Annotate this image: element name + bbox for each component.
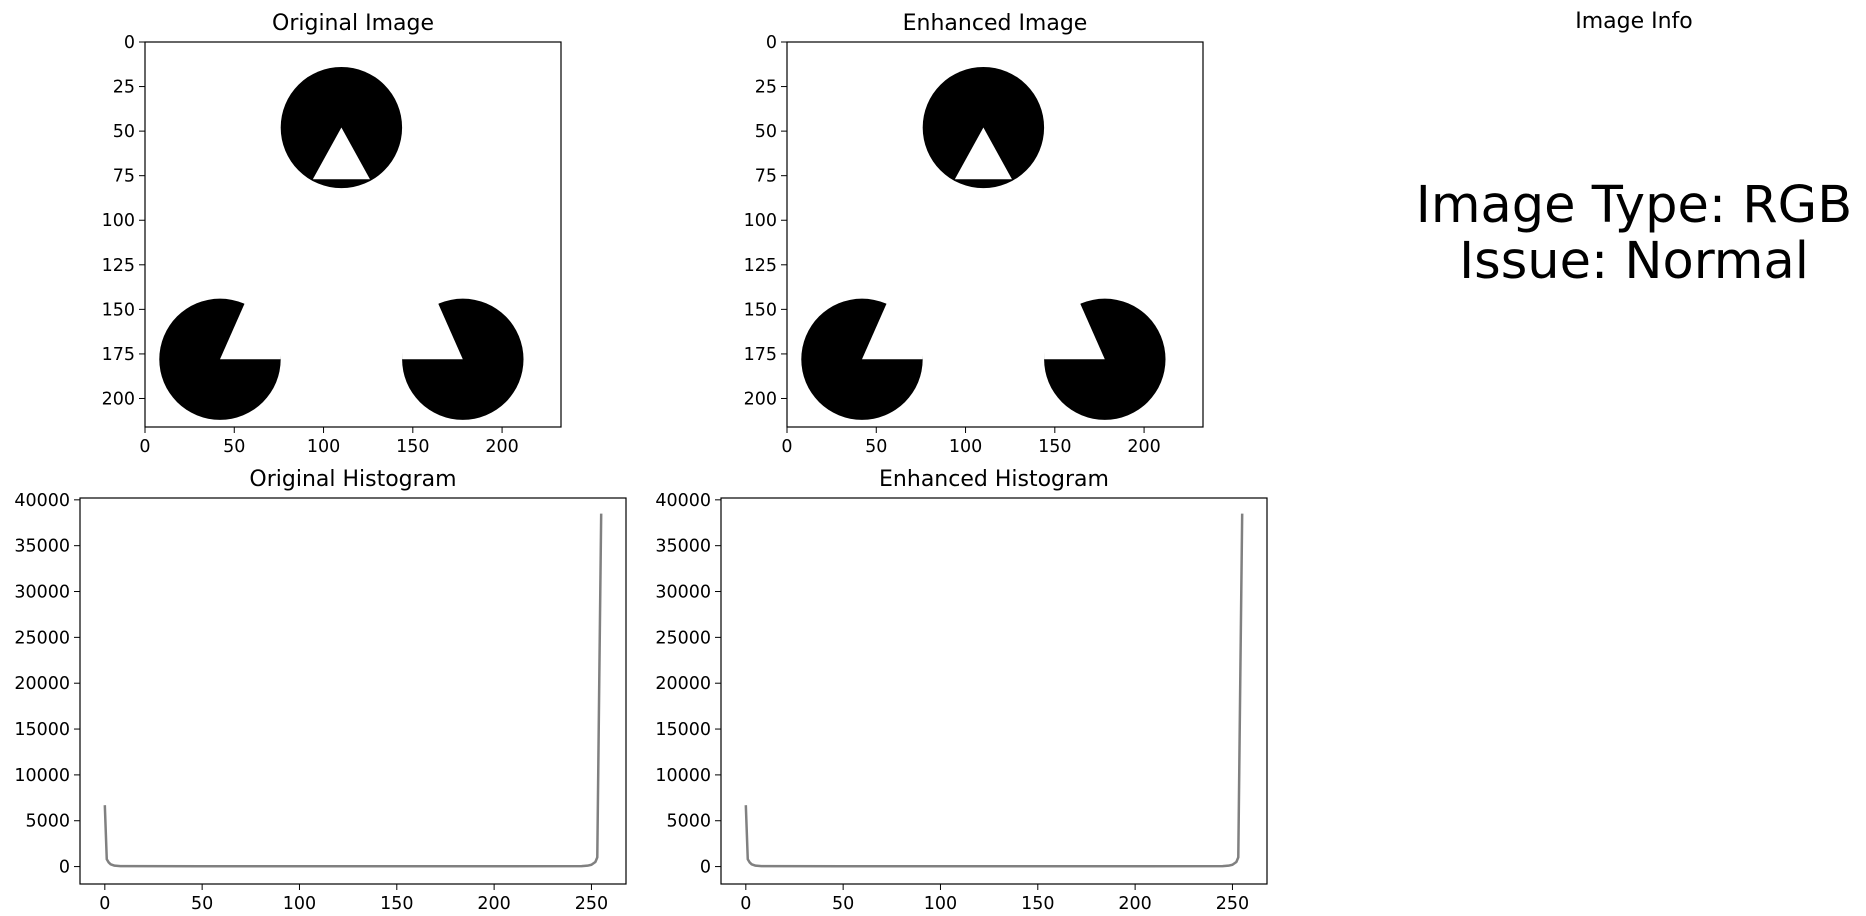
y-tick-label: 150 (102, 300, 135, 320)
y-tick-label: 0 (59, 858, 70, 878)
plot-area (103, 513, 603, 868)
y-tick-label: 0 (124, 33, 135, 53)
y-tick-label: 15000 (14, 720, 70, 740)
panel-title: Enhanced Image (903, 11, 1088, 36)
disc (922, 66, 1045, 189)
axes-frame (144, 41, 562, 428)
y-tick-label: 200 (102, 389, 135, 409)
y-tick-label: 30000 (655, 583, 711, 603)
panel-title: Original Histogram (249, 467, 456, 492)
x-tick-label: 50 (223, 437, 245, 457)
x-tick-label: 200 (1127, 437, 1160, 457)
image-type-text: Image Type: RGB (1416, 176, 1852, 235)
y-tick-label: 0 (766, 33, 777, 53)
pacman-left (801, 298, 923, 420)
x-tick-label: 0 (740, 894, 751, 914)
y-tick-label: 40000 (14, 491, 70, 511)
y-tick-label: 150 (744, 300, 777, 320)
plot-area (787, 42, 1203, 427)
x-tick-label: 50 (832, 894, 854, 914)
x-tick-label: 150 (380, 894, 413, 914)
pacman-top (922, 66, 1045, 189)
x-tick-label: 100 (924, 894, 957, 914)
y-tick-label: 15000 (655, 720, 711, 740)
y-tick-label: 25000 (655, 628, 711, 648)
histogram-line (103, 513, 603, 868)
y-tick-label: 50 (755, 122, 777, 142)
enhanced-image-panel: Enhanced Image 0 50 100 150 200 0 25 50 75 100 125 1… (744, 11, 1204, 457)
y-tick-label: 20000 (655, 674, 711, 694)
notch (861, 298, 923, 360)
y-tick-label: 20000 (14, 674, 70, 694)
x-tick-label: 250 (1216, 894, 1249, 914)
panel-title: Original Image (272, 11, 434, 36)
x-tick-label: 0 (139, 437, 150, 457)
x-tick-label: 200 (477, 894, 510, 914)
x-tick-label: 100 (307, 437, 340, 457)
histogram-line (744, 513, 1244, 868)
x-tick-label: 0 (781, 437, 792, 457)
y-tick-label: 25000 (14, 628, 70, 648)
issue-text: Issue: Normal (1459, 232, 1809, 291)
y-tick-label: 175 (102, 345, 135, 365)
notch (402, 298, 463, 360)
notch (1044, 298, 1105, 360)
y-tick-label: 100 (102, 211, 135, 231)
x-tick-label: 150 (1021, 894, 1054, 914)
info-title: Image Info (1575, 9, 1693, 34)
y-tick-label: 25 (113, 78, 135, 98)
y-tick-label: 175 (744, 345, 777, 365)
plot-area (145, 42, 561, 427)
y-tick-label: 75 (755, 167, 777, 187)
y-tick-label: 5000 (25, 812, 70, 832)
pacman-right (1044, 298, 1166, 420)
y-tick-label: 100 (744, 211, 777, 231)
x-tick-label: 200 (1118, 894, 1151, 914)
y-tick-label: 25 (755, 78, 777, 98)
y-tick-label: 10000 (14, 766, 70, 786)
x-tick-label: 50 (191, 894, 213, 914)
y-tick-label: 30000 (14, 583, 70, 603)
x-tick-label: 150 (1038, 437, 1071, 457)
pacman-right (402, 298, 524, 420)
x-tick-label: 150 (396, 437, 429, 457)
notch (219, 298, 281, 360)
y-tick-label: 50 (113, 122, 135, 142)
notch (954, 127, 1012, 180)
y-tick-label: 10000 (655, 766, 711, 786)
plot-area (744, 513, 1244, 868)
y-tick-label: 75 (113, 167, 135, 187)
y-tick-label: 0 (700, 858, 711, 878)
x-tick-label: 100 (283, 894, 316, 914)
y-tick-label: 35000 (655, 537, 711, 557)
y-tick-label: 200 (744, 389, 777, 409)
x-tick-label: 0 (99, 894, 110, 914)
x-tick-label: 100 (949, 437, 982, 457)
axes-frame (786, 41, 1204, 428)
original-image-panel: Original Image 0 50 100 150 200 0 25 50 75 100 125 1… (102, 11, 562, 457)
pacman-left (159, 298, 281, 420)
original-histogram-panel: Original Histogram 0 50 100 150 200 250 0 5000 10… (14, 467, 627, 914)
image-info-panel: Image Info Image Type: RGB Issue: Normal (1416, 9, 1852, 291)
x-tick-label: 50 (865, 437, 887, 457)
axes-frame (79, 497, 627, 885)
y-tick-label: 125 (744, 256, 777, 276)
enhanced-histogram-panel: Enhanced Histogram 0 50 100 150 200 250 0 5000 10… (655, 467, 1268, 914)
notch (312, 127, 370, 180)
y-tick-label: 5000 (666, 812, 711, 832)
pacman-top (280, 66, 403, 189)
x-tick-label: 250 (575, 894, 608, 914)
axes-frame (720, 497, 1268, 885)
y-tick-label: 125 (102, 256, 135, 276)
x-tick-label: 200 (485, 437, 518, 457)
panel-title: Enhanced Histogram (879, 467, 1109, 492)
y-tick-label: 40000 (655, 491, 711, 511)
y-tick-label: 35000 (14, 537, 70, 557)
